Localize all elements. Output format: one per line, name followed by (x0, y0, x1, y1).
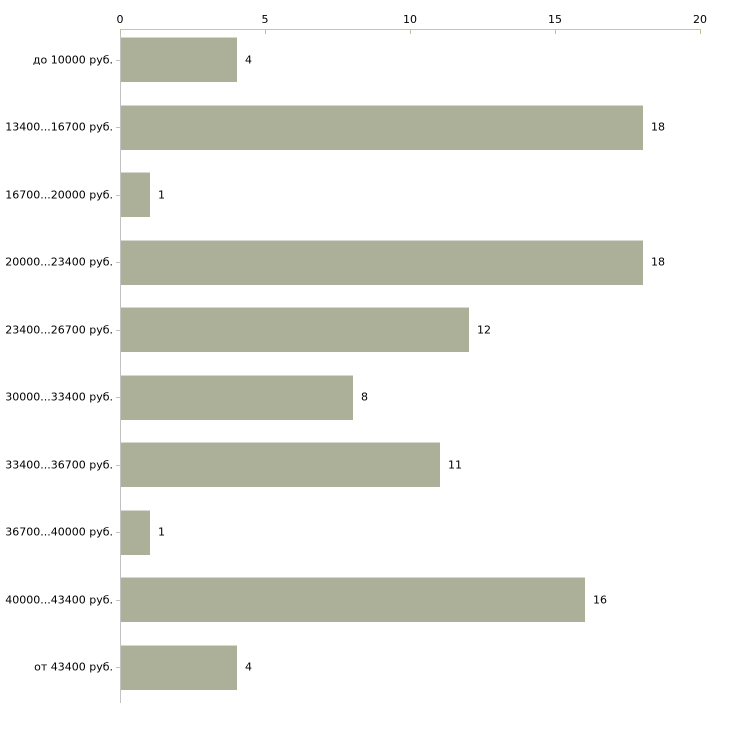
category-label: 33400...36700 руб. (5, 458, 113, 472)
x-tick-label: 15 (548, 13, 562, 26)
bar-value-label: 8 (361, 390, 368, 404)
category-label: 40000...43400 руб. (5, 593, 113, 607)
category-tick-mark (116, 329, 120, 331)
chart-row: 13400...16700 руб. 18 (0, 94, 730, 162)
category-label: 23400...26700 руб. (5, 323, 113, 337)
x-tick-label: 0 (116, 13, 124, 26)
x-tick-label: 5 (261, 13, 269, 26)
chart-row: до 10000 руб. 4 (0, 26, 730, 94)
category-label: до 10000 руб. (32, 53, 113, 67)
y-axis-line (120, 30, 121, 703)
chart-row: 23400...26700 руб. 12 (0, 296, 730, 364)
bar (121, 172, 150, 218)
category-tick-mark (116, 397, 120, 399)
bar-value-label: 11 (448, 458, 462, 472)
category-tick-mark (116, 464, 120, 466)
x-tick-mark (120, 30, 121, 34)
category-label: 13400...16700 руб. (5, 120, 113, 134)
bar (121, 37, 237, 83)
category-tick-mark (116, 599, 120, 601)
chart-row: 20000...23400 руб. 18 (0, 229, 730, 297)
bar (121, 307, 469, 353)
x-tick-mark (700, 30, 701, 34)
bar (121, 239, 643, 285)
category-tick-mark (116, 127, 120, 129)
bar (121, 104, 643, 150)
category-tick-mark (116, 667, 120, 669)
bar-value-label: 18 (651, 255, 665, 269)
chart-row: 16700...20000 руб. 1 (0, 161, 730, 229)
category-tick-mark (116, 194, 120, 196)
x-tick-label: 10 (403, 13, 417, 26)
chart-row: 36700...40000 руб. 1 (0, 499, 730, 567)
category-tick-mark (116, 262, 120, 264)
bar (121, 442, 440, 488)
bar-value-label: 16 (593, 593, 607, 607)
category-label: 20000...23400 руб. (5, 255, 113, 269)
category-label: 36700...40000 руб. (5, 525, 113, 539)
bar-value-label: 12 (477, 323, 491, 337)
chart-row: 30000...33400 руб. 8 (0, 364, 730, 432)
category-tick-mark (116, 532, 120, 534)
x-tick-mark (265, 30, 266, 34)
bar-value-label: 1 (158, 525, 165, 539)
bar (121, 374, 353, 420)
category-label: 16700...20000 руб. (5, 188, 113, 202)
chart-row: 33400...36700 руб. 11 (0, 431, 730, 499)
bar-value-label: 4 (245, 53, 252, 67)
chart-row: 40000...43400 руб. 16 (0, 566, 730, 634)
bar-value-label: 4 (245, 660, 252, 674)
bar-value-label: 18 (651, 120, 665, 134)
bar (121, 577, 585, 623)
x-tick-mark (410, 30, 411, 34)
x-tick-mark (555, 30, 556, 34)
chart-row: от 43400 руб. 4 (0, 634, 730, 702)
bar-value-label: 1 (158, 188, 165, 202)
category-label: от 43400 руб. (34, 660, 113, 674)
x-axis-line (120, 29, 701, 30)
category-tick-mark (116, 59, 120, 61)
x-tick-label: 20 (693, 13, 707, 26)
bar (121, 644, 237, 690)
bar (121, 509, 150, 555)
category-label: 30000...33400 руб. (5, 390, 113, 404)
